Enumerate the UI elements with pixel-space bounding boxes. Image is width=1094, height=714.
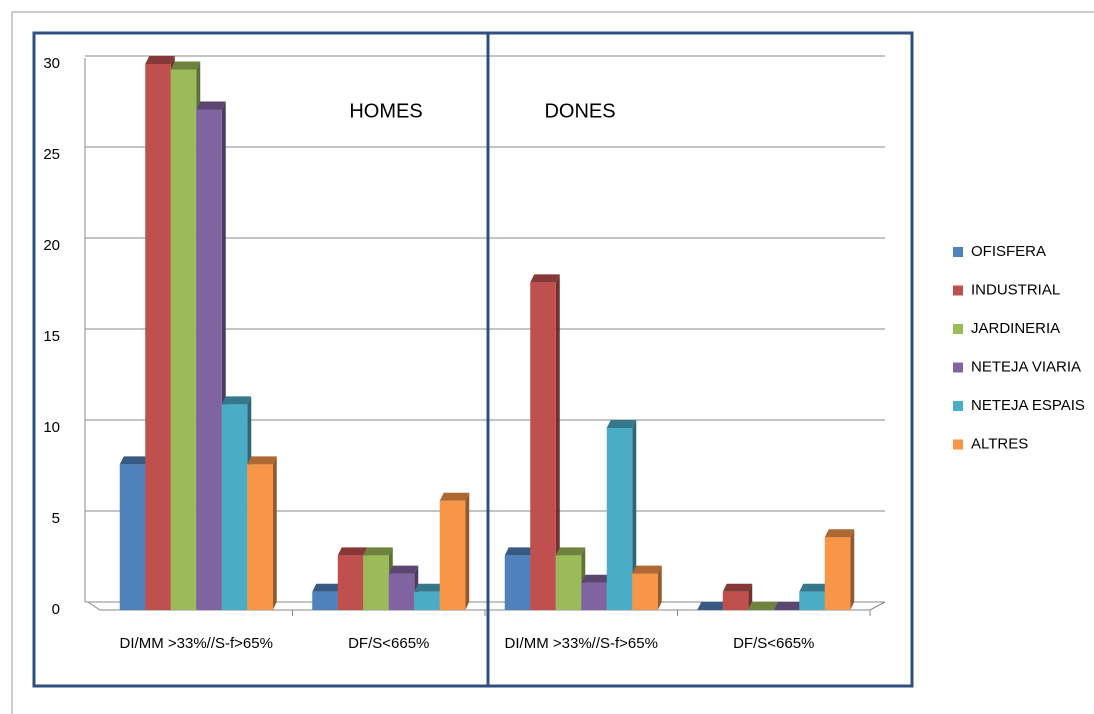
bar — [119, 464, 146, 610]
bar — [799, 591, 825, 610]
legend-swatch — [953, 439, 963, 450]
bar — [196, 109, 222, 610]
legend-label: NETEJA VIARIA — [971, 358, 1081, 375]
legend-label: JARDINERIA — [971, 320, 1060, 337]
bar — [722, 591, 749, 610]
bar — [530, 282, 556, 610]
bar-top — [337, 547, 368, 556]
bar-top — [824, 529, 855, 538]
bar — [145, 64, 171, 610]
bar — [170, 69, 197, 610]
legend-swatch — [953, 362, 963, 373]
y-tick-label: 30 — [43, 55, 60, 72]
bar-top — [773, 602, 804, 610]
bar — [606, 428, 633, 610]
y-tick-label: 20 — [43, 237, 60, 254]
x-tick-label: DF/S<665% — [348, 635, 430, 652]
bar — [824, 537, 851, 610]
bar-side — [657, 565, 662, 610]
bar-side — [632, 420, 637, 610]
bar — [221, 404, 248, 610]
bar-top — [697, 602, 727, 610]
bar-side — [465, 492, 470, 610]
bars — [119, 56, 855, 610]
bar-top — [632, 565, 662, 574]
bar — [247, 464, 273, 610]
annotation: HOMES — [349, 100, 422, 122]
bar — [363, 555, 389, 610]
bar-top — [145, 56, 175, 64]
bar — [555, 555, 582, 610]
bar — [388, 573, 415, 610]
bar-top — [530, 274, 560, 283]
y-tick-label: 15 — [43, 328, 60, 345]
legend-swatch — [953, 247, 963, 257]
bar — [632, 573, 658, 610]
legend-swatch — [953, 401, 963, 411]
bar-top — [555, 547, 586, 556]
bar-top — [312, 583, 342, 592]
x-tick-label: DI/MM >33%//S-f>65% — [504, 635, 658, 652]
bar — [414, 591, 440, 610]
legend-label: INDUSTRIAL — [971, 281, 1060, 298]
bar-top — [504, 547, 535, 556]
bar-top — [748, 602, 778, 610]
bar — [504, 555, 531, 610]
bar — [581, 582, 607, 610]
bar-top — [581, 574, 611, 583]
bar-top — [722, 583, 753, 592]
legend-swatch — [953, 324, 963, 334]
bar-top — [439, 492, 470, 501]
bar — [337, 555, 364, 610]
bar-top — [196, 101, 226, 110]
bar-top — [388, 565, 419, 574]
bar-top — [414, 583, 444, 592]
x-tick-label: DI/MM >33%//S-f>65% — [119, 635, 273, 652]
legend-label: OFISFERA — [971, 243, 1046, 260]
bar-top — [119, 456, 150, 465]
legend-label: NETEJA ESPAIS — [971, 397, 1085, 414]
bar-top — [247, 456, 277, 465]
y-tick-label: 0 — [52, 601, 60, 618]
bar-side — [272, 456, 277, 610]
bar-top — [363, 547, 393, 556]
bar-top — [221, 396, 252, 405]
x-tick-label: DF/S<665% — [733, 635, 815, 652]
bar — [439, 500, 466, 610]
y-tick-label: 5 — [52, 510, 60, 527]
bar-side — [850, 529, 855, 610]
bar-top — [606, 420, 637, 428]
legend: OFISFERA INDUSTRIAL JARDINERIA NETEJA VIARI… — [953, 243, 1085, 452]
bar-top — [170, 61, 201, 70]
group-frame — [486, 31, 914, 688]
legend-swatch — [953, 285, 963, 296]
bar-top — [799, 583, 829, 592]
y-tick-label: 10 — [43, 419, 60, 436]
bar-side — [555, 274, 560, 610]
y-tick-label: 25 — [43, 146, 60, 163]
annotation: DONES — [544, 100, 615, 122]
bar-side — [748, 583, 753, 610]
legend-label: ALTRES — [971, 435, 1028, 452]
bar — [312, 591, 338, 610]
